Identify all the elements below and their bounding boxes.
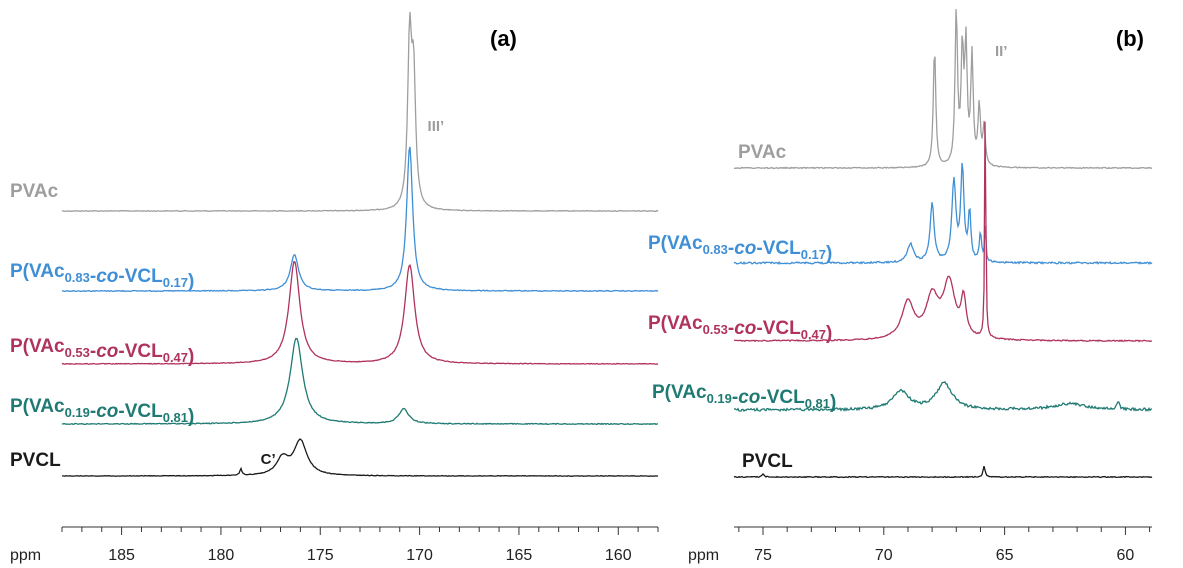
x-tick-label: 175 — [307, 547, 334, 564]
x-tick-label: 70 — [875, 547, 893, 564]
x-tick-label: 165 — [506, 547, 533, 564]
x-axis-label: ppm — [688, 547, 719, 564]
spectrum-trace-p83 — [733, 162, 1153, 265]
x-tick-label: 185 — [108, 547, 135, 564]
series-label-p53: P(VAc0.53-co-VCL0.47) — [10, 336, 194, 367]
x-axis-label: ppm — [10, 547, 41, 564]
panel-b: (b) PVAc P(VAc0.83-co-VCL0.17) P(VAc0.53-co… — [648, 9, 1153, 564]
series-label-p19: P(VAc0.19-co-VCL0.81) — [10, 396, 194, 427]
x-tick-label: 160 — [605, 547, 632, 564]
spectrum-trace-pvac — [61, 11, 659, 213]
series-label-pvac: PVAc — [738, 142, 787, 163]
panel-a: (a) PVAc P(VAc0.83-co-VCL0.17) P(VAc0.53-co… — [10, 11, 659, 564]
series-label-p83: P(VAc0.83-co-VCL0.17) — [10, 261, 194, 292]
spectrum-trace-p19 — [733, 381, 1153, 413]
peak-annotation: III’ — [428, 118, 445, 135]
spectrum-trace-pvac — [733, 9, 1152, 170]
spectrum-trace-p53 — [61, 260, 659, 365]
peak-annotation: C’ — [261, 451, 276, 468]
series-label-p83: P(VAc0.83-co-VCL0.17) — [648, 233, 832, 264]
x-tick-label: 60 — [1117, 547, 1135, 564]
spectrum-trace-p53 — [733, 121, 1153, 343]
x-tick-label: 65 — [996, 547, 1014, 564]
series-label-p19: P(VAc0.19-co-VCL0.81) — [652, 382, 836, 413]
x-tick-label: 180 — [208, 547, 235, 564]
series-label-p53: P(VAc0.53-co-VCL0.47) — [648, 313, 832, 344]
spectrum-trace-p19 — [61, 337, 658, 426]
panel-label: (b) — [1116, 26, 1144, 51]
spectrum-trace-p83 — [61, 146, 659, 293]
peak-annotation: II’ — [995, 43, 1008, 60]
series-label-pvcl: PVCL — [742, 451, 793, 472]
series-label-pvac: PVAc — [10, 181, 59, 202]
panel-label: (a) — [490, 26, 517, 51]
x-tick-label: 75 — [754, 547, 772, 564]
spectrum-trace-pvcl — [61, 438, 659, 478]
series-label-pvcl: PVCL — [10, 450, 61, 471]
spectrum-trace-pvcl — [733, 466, 1153, 479]
x-tick-label: 170 — [406, 547, 433, 564]
